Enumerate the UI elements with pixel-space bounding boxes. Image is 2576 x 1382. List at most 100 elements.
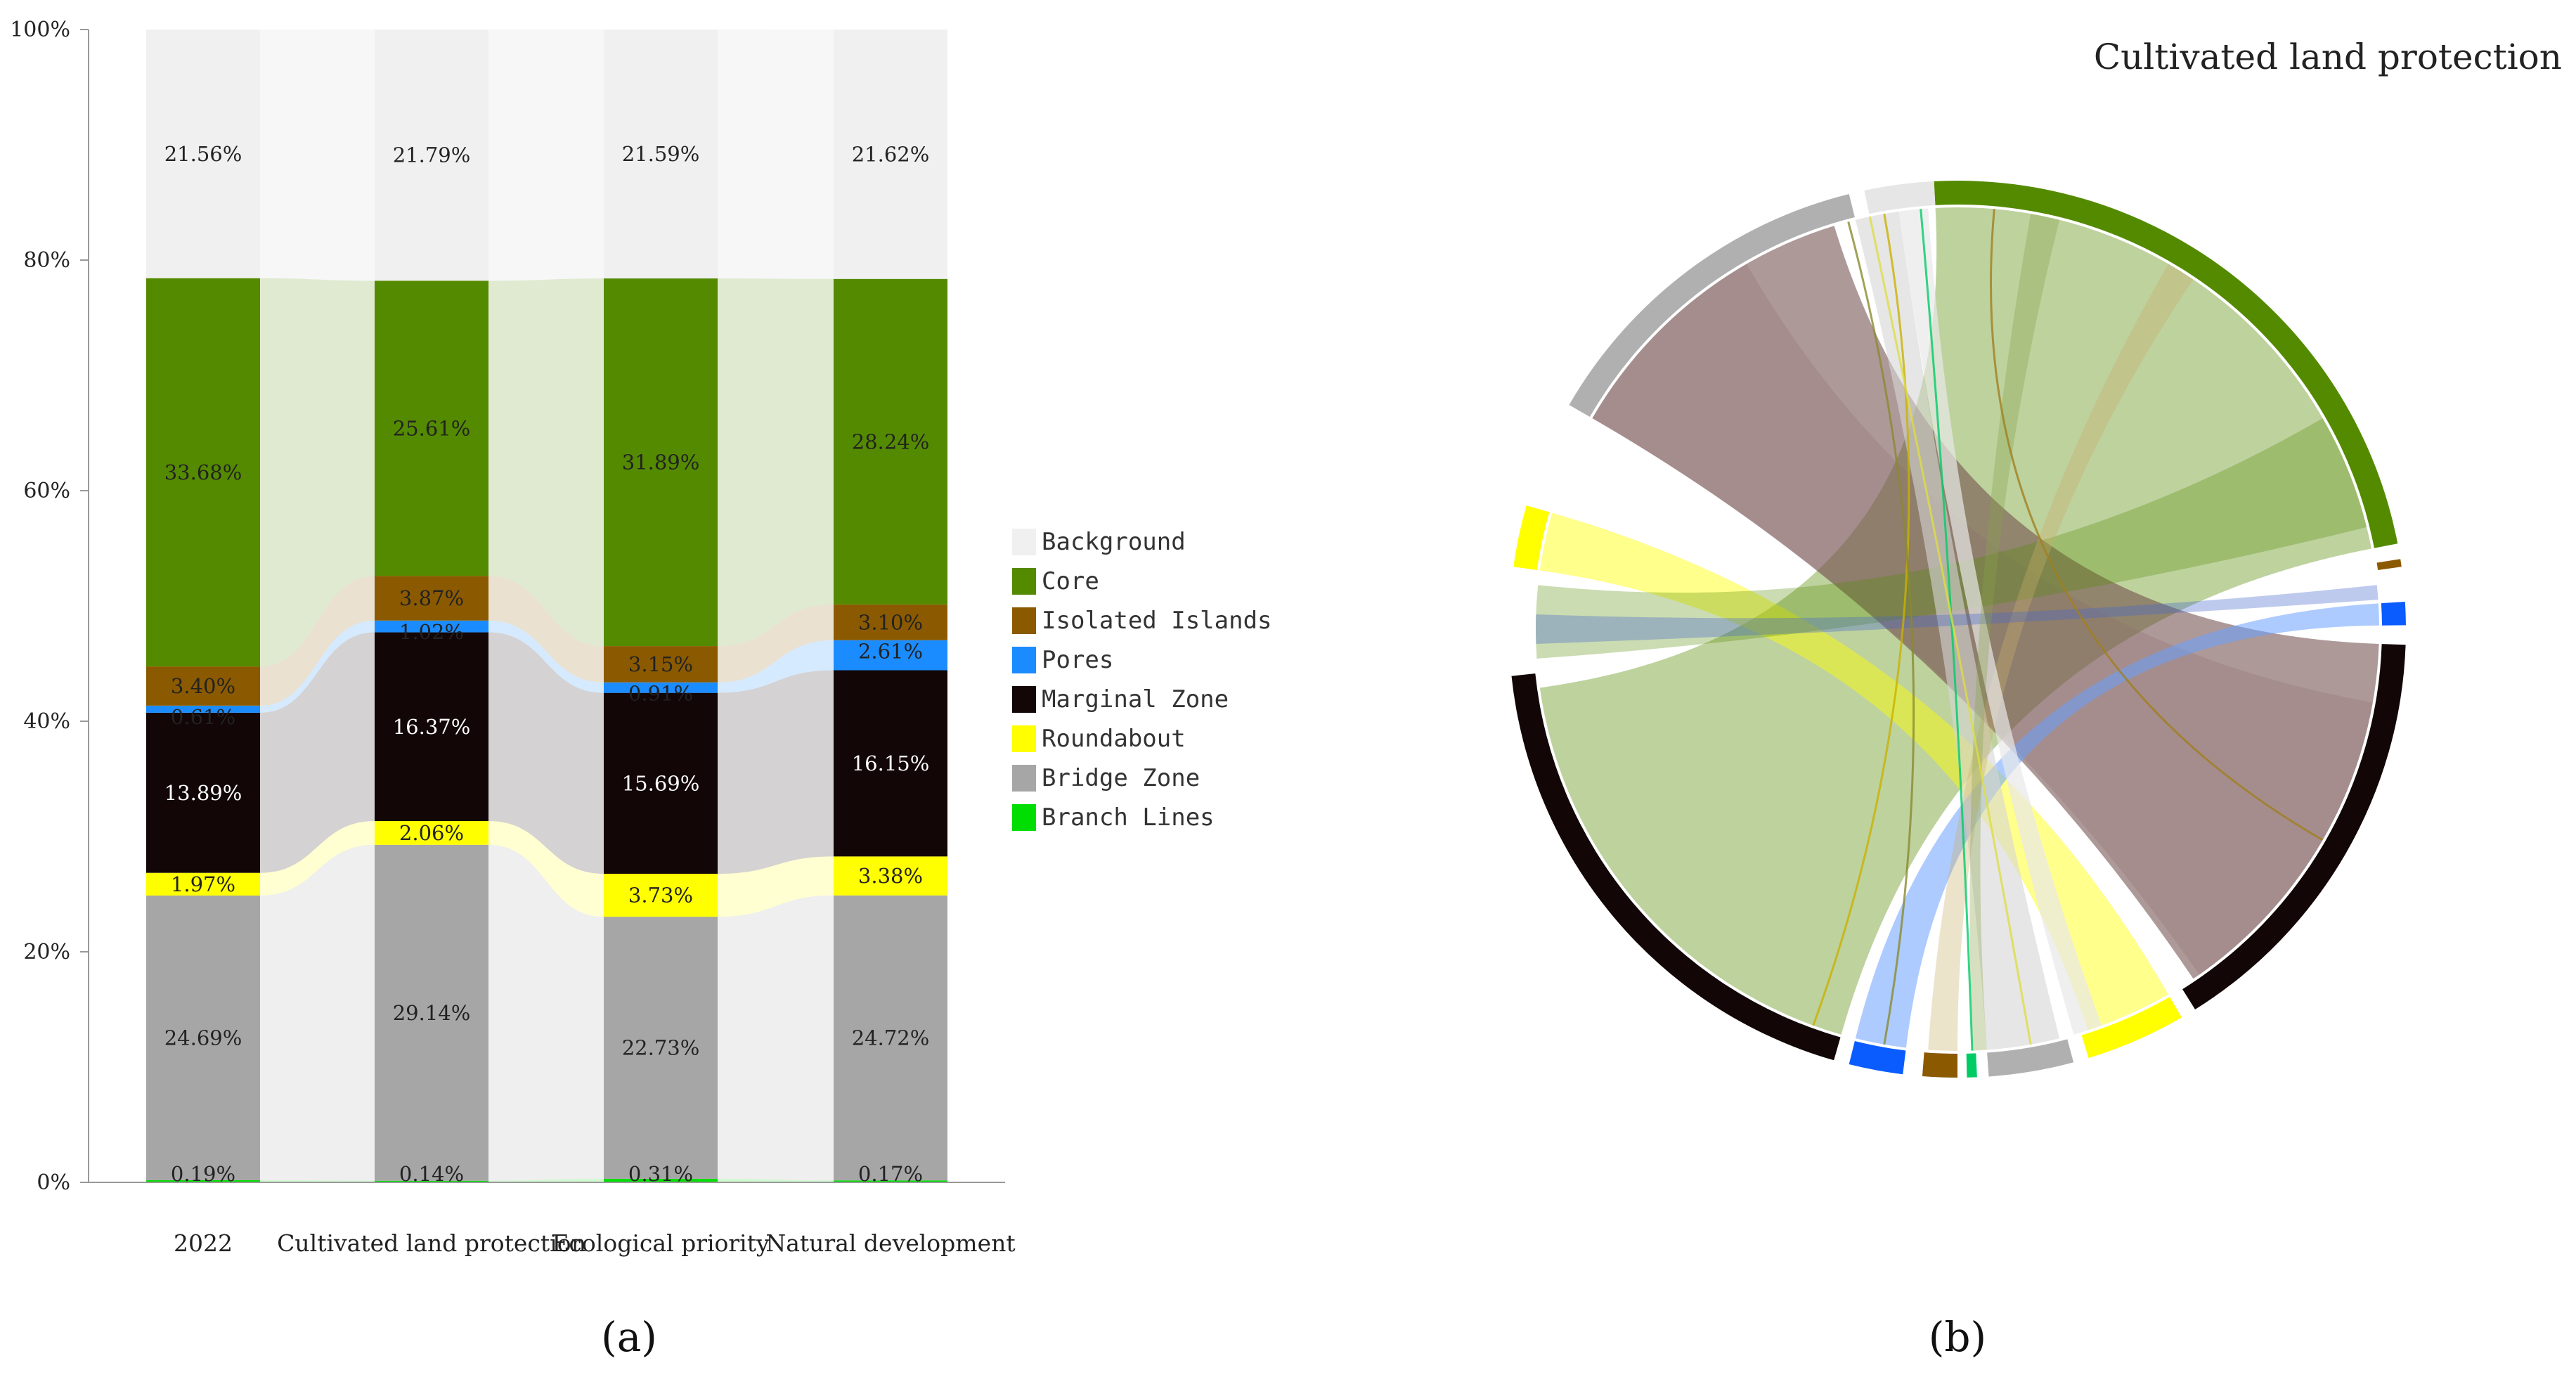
y-tick-label: 40% — [23, 709, 70, 734]
transition-band — [718, 856, 834, 917]
bar-segment — [375, 30, 488, 281]
x-category-label: Cultivated land protection — [277, 1229, 586, 1257]
data-label: 3.40% — [171, 674, 235, 698]
transition-band — [488, 821, 604, 917]
bar-segment — [375, 280, 488, 576]
bar-segment — [834, 670, 947, 857]
transition-bands — [260, 30, 834, 1182]
legend-swatch — [1012, 647, 1036, 673]
chord-ribbons — [1536, 207, 2379, 1051]
data-label: 3.87% — [399, 586, 464, 610]
legend-label: Branch Lines — [1042, 803, 1215, 832]
bar-segment — [834, 30, 947, 279]
legend-label: Isolated Islands — [1042, 607, 1272, 635]
transition-band — [718, 670, 834, 874]
bar-segment — [146, 872, 260, 896]
transition-band — [488, 632, 604, 874]
transition-band — [718, 278, 834, 647]
legend-swatch — [1012, 607, 1036, 634]
transition-band — [260, 278, 375, 667]
chord-arc — [1513, 505, 1550, 570]
data-label: 25.61% — [393, 416, 471, 440]
legend-swatch — [1012, 765, 1036, 792]
bar-segment — [604, 917, 718, 1179]
bar-segment — [146, 1180, 260, 1182]
data-label: 13.89% — [164, 781, 242, 805]
data-label: 16.15% — [852, 751, 930, 775]
legend-swatch — [1012, 686, 1036, 713]
bar-segment — [834, 1180, 947, 1182]
chord-line — [1990, 209, 2324, 841]
legend-swatch — [1012, 804, 1036, 831]
chord-ribbon — [1592, 226, 2379, 979]
legend-label: Pores — [1042, 646, 1113, 674]
legend-label: Bridge Zone — [1042, 764, 1200, 792]
bar-segment — [834, 895, 947, 1181]
bar-segment — [146, 666, 260, 706]
transition-band — [718, 895, 834, 1181]
data-label: 33.68% — [164, 460, 242, 484]
transition-band — [488, 576, 604, 683]
y-tick-label: 80% — [23, 248, 70, 273]
data-label: 21.59% — [622, 142, 700, 166]
chord-diagram: Cultivated land protection (b) — [1511, 37, 2562, 1361]
transition-band — [488, 844, 604, 1181]
transition-band — [260, 632, 375, 873]
data-label: 3.10% — [858, 610, 923, 634]
chord-arc — [1511, 673, 1841, 1061]
bar-segment — [604, 873, 718, 917]
transition-band — [718, 1178, 834, 1182]
data-label: 22.73% — [622, 1036, 700, 1060]
transition-band — [260, 821, 375, 896]
data-label: 1.97% — [171, 872, 235, 896]
data-label: 24.72% — [852, 1026, 930, 1050]
legend-label: Roundabout — [1042, 725, 1186, 753]
bar-segment — [146, 712, 260, 873]
bar-segment — [604, 278, 718, 647]
data-label: 21.56% — [164, 142, 242, 166]
transition-band — [260, 620, 375, 713]
y-tick-label: 0% — [37, 1170, 70, 1195]
data-label: 2.61% — [858, 640, 923, 664]
legend-label: Background — [1042, 528, 1186, 556]
bar-segment — [604, 682, 718, 693]
y-axis-ticks: 0% 20% 40% 60% 80% 100% — [10, 18, 89, 1195]
transition-band — [260, 30, 375, 281]
caption-a: (a) — [601, 1313, 657, 1361]
chord-ribbon — [1855, 603, 2379, 1048]
x-category-label: Ecological priority — [552, 1229, 770, 1257]
transition-band — [488, 30, 604, 281]
chord-arc — [2182, 644, 2406, 1010]
data-label: 21.79% — [393, 143, 471, 167]
bar-segment — [834, 278, 947, 605]
bar-segment — [375, 620, 488, 633]
chord-ribbon — [1898, 208, 2102, 1035]
bar-segment — [834, 640, 947, 671]
bar-segment — [375, 844, 488, 1181]
bar-segment — [604, 30, 718, 279]
transition-band — [260, 576, 375, 706]
chord-arc — [1987, 1039, 2074, 1077]
chord-arc — [1569, 193, 1855, 417]
data-label: 29.14% — [393, 1001, 471, 1025]
bar-stacks — [146, 30, 947, 1182]
chord-title: Cultivated land protection — [2094, 37, 2562, 77]
bar-segment — [604, 646, 718, 683]
chord-line — [1812, 213, 1910, 1026]
legend-swatch — [1012, 568, 1036, 595]
chord-ribbon — [1536, 418, 2367, 659]
legend-swatch — [1012, 529, 1036, 555]
bar-segment — [604, 692, 718, 874]
caption-b: (b) — [1929, 1313, 1986, 1361]
transition-band — [488, 620, 604, 693]
bar-segment — [375, 1180, 488, 1182]
y-tick-label: 100% — [10, 18, 70, 42]
chord-arc — [1849, 1041, 1906, 1075]
bar-segment — [146, 895, 260, 1180]
chord-arc — [1966, 1053, 1977, 1078]
data-label: 21.62% — [852, 142, 930, 166]
bar-segment — [146, 705, 260, 713]
transition-band — [260, 844, 375, 1181]
stacked-bar-chart: 0.19%24.69%1.97%13.89%0.61%3.40%33.68%21… — [10, 18, 1271, 1361]
